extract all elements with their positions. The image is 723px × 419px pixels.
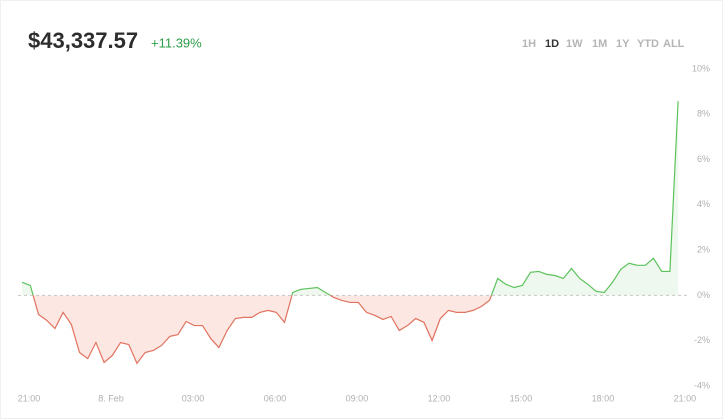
range-button[interactable]: 1W xyxy=(566,38,583,50)
y-tick-label: 10% xyxy=(692,63,710,73)
x-tick-label: 18:00 xyxy=(592,393,615,403)
range-button[interactable]: ALL xyxy=(663,38,685,50)
price-change: +11.39% xyxy=(151,35,202,50)
range-button[interactable]: 1D xyxy=(545,38,559,50)
y-tick-label: 6% xyxy=(697,154,710,164)
range-button[interactable]: YTD xyxy=(637,38,659,50)
x-tick-label: 09:00 xyxy=(346,393,369,403)
y-tick-label: 4% xyxy=(697,199,710,209)
x-tick-label: 03:00 xyxy=(182,393,205,403)
y-tick-label: 8% xyxy=(697,109,710,119)
x-tick-label: 21:00 xyxy=(674,393,697,403)
x-tick-label: 21:00 xyxy=(18,393,41,403)
y-tick-label: 2% xyxy=(697,245,710,255)
x-tick-label: 12:00 xyxy=(428,393,451,403)
area-down xyxy=(22,295,679,364)
x-tick-label: 15:00 xyxy=(510,393,533,403)
y-tick-label: -2% xyxy=(694,335,710,345)
line-up xyxy=(21,101,679,296)
range-button[interactable]: 1M xyxy=(592,38,607,50)
y-tick-label: -4% xyxy=(694,380,710,390)
range-button[interactable]: 1Y xyxy=(616,38,630,50)
line-down xyxy=(32,295,493,365)
x-tick-label: 8. Feb xyxy=(98,393,124,403)
x-tick-label: 06:00 xyxy=(264,393,287,403)
price: $43,337.57 xyxy=(28,28,138,53)
range-button[interactable]: 1H xyxy=(522,38,536,50)
y-tick-label: 0% xyxy=(697,290,710,300)
